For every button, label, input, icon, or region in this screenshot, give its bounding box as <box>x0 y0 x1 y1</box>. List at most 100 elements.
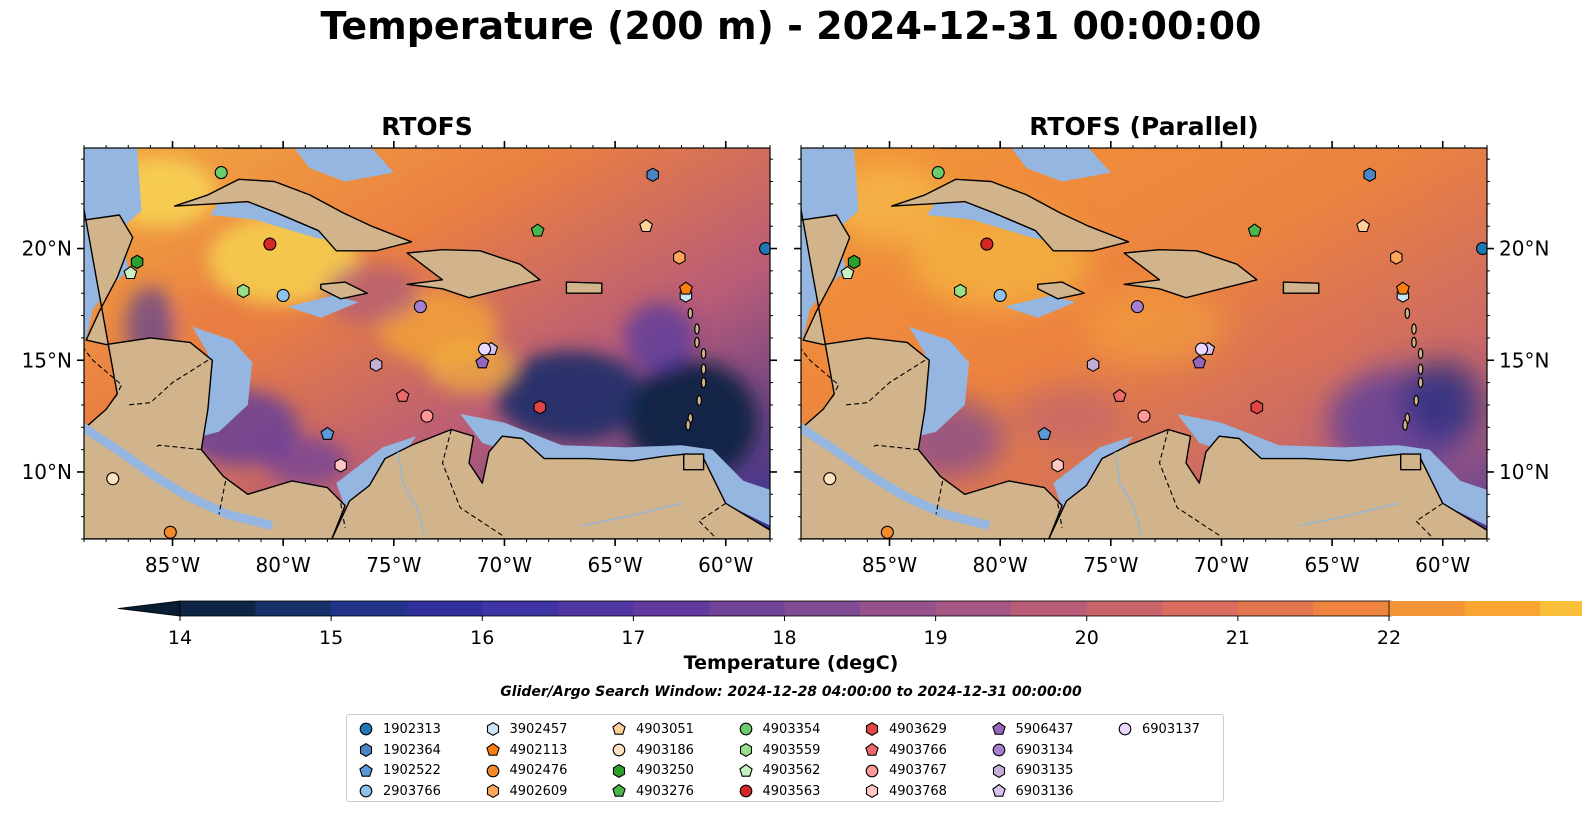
float-marker-4902113 <box>1395 281 1410 295</box>
island-lesser-antilles <box>700 347 707 360</box>
lon-tick-label: 65°W <box>1304 553 1359 577</box>
island-lesser-antilles <box>1417 363 1424 375</box>
map-panel-rtofs: 85°W 80°W 75°W 70°W 65°W 60°W 10°N 15°N 20°N <box>22 141 777 577</box>
river <box>397 451 426 535</box>
legend-marker-circle-icon <box>486 764 499 778</box>
float-marker-4902113 <box>678 281 693 295</box>
legend-label: 4903051 <box>636 721 694 737</box>
map-frame <box>83 147 771 540</box>
float-marker-6903135 <box>369 357 383 372</box>
island-lesser-antilles <box>685 419 691 431</box>
island-lesser-antilles <box>1411 323 1417 335</box>
float-marker-5906437 <box>1192 355 1207 369</box>
float-marker-1902522 <box>1037 426 1052 440</box>
legend-marker-circle-icon <box>612 743 626 757</box>
float-marker-6903135 <box>1086 357 1100 372</box>
lon-tick-label: 80°W <box>256 553 311 577</box>
legend-marker-pentagon-icon <box>612 784 626 798</box>
legend-label: 4903250 <box>636 763 694 779</box>
land-cuba <box>173 178 413 252</box>
lon-tick-label: 85°W <box>145 553 200 577</box>
island-lesser-antilles <box>1417 377 1424 389</box>
float-marker-4902476 <box>880 525 894 539</box>
legend-marker-pentagon-icon <box>612 722 626 736</box>
colorbar-segment <box>1389 601 1466 616</box>
map-figure: 85°W 80°W 75°W 70°W 65°W 60°W 10°N 15°N 20°N 85°… <box>22 141 1582 649</box>
country-border <box>154 444 202 451</box>
panel-title-rtofs: RTOFS <box>381 112 473 141</box>
float-marker-4903563 <box>980 237 994 251</box>
legend-marker <box>865 784 879 799</box>
colorbar-segment <box>1237 601 1315 616</box>
colorbar-tick-label: 18 <box>772 627 796 649</box>
legend-marker <box>612 743 626 757</box>
land-puerto-rico <box>1282 281 1320 294</box>
float-marker-4903767 <box>420 409 434 423</box>
float-marker-1902364 <box>646 167 659 183</box>
legend-marker-hexagon-icon <box>359 742 373 758</box>
legend-marker <box>992 763 1005 778</box>
land-hispaniola <box>1123 248 1258 299</box>
float-marker-4903629 <box>1250 399 1264 415</box>
legend-item: 4903562 <box>727 760 853 781</box>
float-marker-6903134 <box>1130 300 1144 314</box>
colorbar-tick-label: 16 <box>470 627 494 649</box>
legend-label: 4903767 <box>889 763 947 779</box>
colorbar-segment <box>1464 601 1541 616</box>
legend-marker-hexagon-icon <box>992 763 1005 778</box>
river <box>1114 451 1143 535</box>
country-border <box>441 429 505 538</box>
float-marker-4903768 <box>1051 458 1064 473</box>
lat-tick-label: 20°N <box>22 237 72 261</box>
colorbar-segment <box>860 601 937 616</box>
legend-label: 4902609 <box>509 783 568 799</box>
colorbar-segment <box>1313 601 1390 616</box>
float-marker-4903562 <box>123 265 138 280</box>
lon-tick-label: 70°W <box>477 553 532 577</box>
legend-marker-circle-icon <box>865 764 879 778</box>
legend-column: 6903137 <box>1106 719 1232 740</box>
figure-title: Temperature (200 m) - 2024-12-31 00:00:0… <box>320 4 1262 48</box>
legend-item: 1902364 <box>347 740 473 761</box>
legend-item: 4902476 <box>474 760 600 781</box>
float-marker-4903559 <box>237 283 250 299</box>
legend-marker <box>612 763 626 778</box>
legend-label: 4902113 <box>509 742 568 758</box>
float-marker-1902313 <box>1476 241 1487 256</box>
legend-marker-circle-icon <box>992 743 1005 757</box>
shelf-bahamas <box>294 148 394 182</box>
legend-marker-hexagon-icon <box>486 722 499 737</box>
land-hispaniola <box>406 248 541 299</box>
legend-marker-pentagon-icon <box>485 742 500 756</box>
legend-column: 4903051 4903186 4903250 4903276 <box>600 719 726 802</box>
lon-tick-label: 60°W <box>1415 553 1470 577</box>
colorbar: 14 15 16 17 18 19 20 21 22 <box>117 600 1582 649</box>
legend-marker <box>739 785 752 798</box>
island-lesser-antilles <box>1411 336 1417 348</box>
legend-marker <box>359 763 373 777</box>
lat-tick-label: 10°N <box>1499 460 1549 484</box>
legend-item: 4903186 <box>600 740 726 761</box>
legend-label: 6903135 <box>1015 763 1074 779</box>
colorbar-segment <box>708 601 786 616</box>
lon-tick-label: 80°W <box>973 553 1028 577</box>
shelf-venezuela <box>460 413 770 526</box>
legend-item: 5906437 <box>980 719 1106 740</box>
legend-marker-circle-icon <box>359 785 373 798</box>
land-yucatan <box>84 205 346 539</box>
land-florida <box>939 148 1001 149</box>
legend-label: 1902364 <box>383 742 441 758</box>
pacific-shelf <box>84 422 274 530</box>
float-marker-1902364 <box>1363 167 1376 183</box>
legend-label: 4902476 <box>509 763 568 779</box>
float-marker-6903137 <box>477 342 492 356</box>
island-lesser-antilles <box>1402 419 1408 431</box>
legend-marker-circle-icon <box>359 722 373 736</box>
legend-marker-pentagon-icon <box>359 763 373 777</box>
colorbar-tick-label: 15 <box>319 627 343 649</box>
legend-marker-pentagon-icon <box>738 763 753 777</box>
legend-item: 4903250 <box>600 760 726 781</box>
island-lesser-antilles <box>694 336 700 348</box>
country-border <box>1158 429 1222 538</box>
colorbar-segment <box>935 601 1012 616</box>
